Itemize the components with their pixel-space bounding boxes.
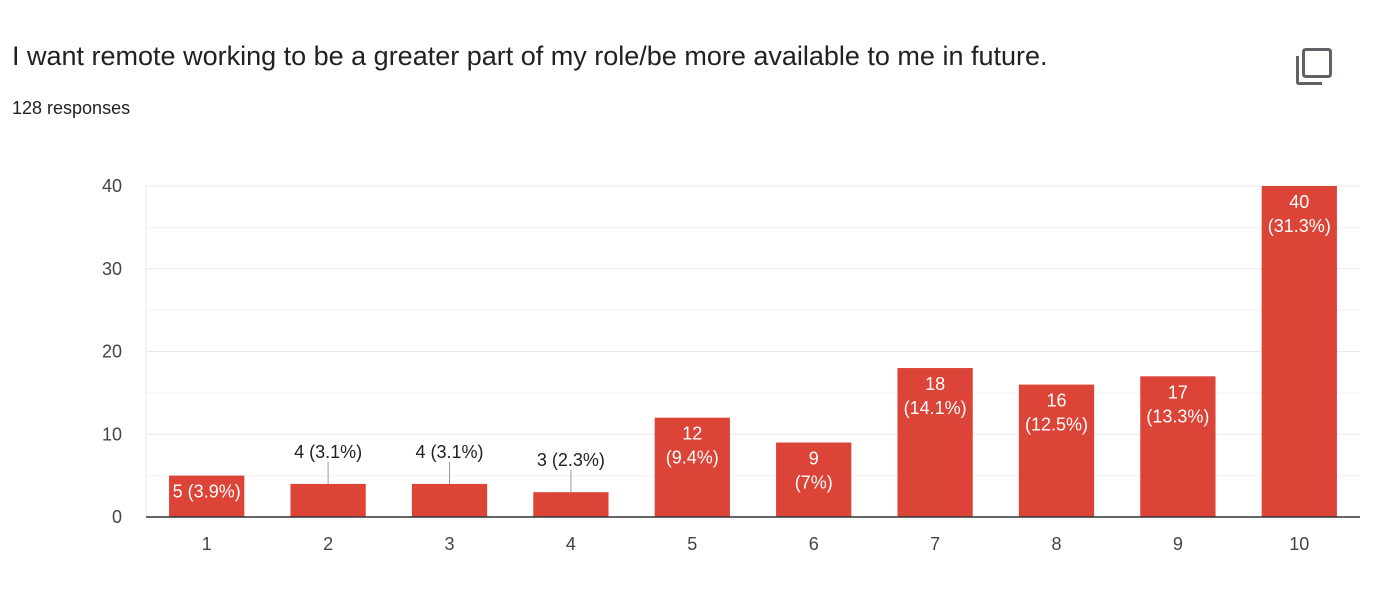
data-label: (14.1%) <box>904 398 967 418</box>
y-tick-label: 10 <box>102 424 122 444</box>
bar <box>411 483 488 517</box>
y-tick-label: 20 <box>102 342 122 362</box>
copy-icon <box>1290 38 1338 86</box>
bar <box>776 442 852 517</box>
data-label: 16 <box>1046 391 1066 411</box>
bar <box>533 492 609 517</box>
bar <box>1018 384 1095 517</box>
bar <box>897 368 973 517</box>
data-label: (9.4%) <box>666 448 719 468</box>
x-tick-label: 9 <box>1173 534 1183 554</box>
data-label: 5 (3.9%) <box>173 482 241 502</box>
data-label: 17 <box>1168 382 1188 402</box>
data-label: (13.3%) <box>1146 406 1209 426</box>
x-tick-label: 6 <box>809 534 819 554</box>
response-count: 128 responses <box>12 98 131 118</box>
x-tick-label: 10 <box>1289 534 1309 554</box>
y-tick-label: 40 <box>102 176 122 196</box>
x-tick-label: 5 <box>687 534 697 554</box>
bar <box>169 475 245 517</box>
y-tick-label: 30 <box>102 259 122 279</box>
x-tick-label: 8 <box>1051 534 1061 554</box>
bar <box>1140 376 1216 517</box>
x-tick-label: 1 <box>202 534 212 554</box>
data-label: 4 (3.1%) <box>294 442 362 462</box>
bar <box>290 483 366 517</box>
data-label: 9 <box>809 449 819 469</box>
y-tick-label: 0 <box>112 507 122 527</box>
x-tick-label: 7 <box>930 534 940 554</box>
data-label: 18 <box>925 374 945 394</box>
data-label: (12.5%) <box>1025 415 1088 435</box>
x-tick-label: 2 <box>323 534 333 554</box>
data-label: 12 <box>682 424 702 444</box>
x-tick-label: 4 <box>566 534 576 554</box>
data-label: 40 <box>1289 192 1309 212</box>
data-label: (7%) <box>795 473 833 493</box>
bar <box>654 417 730 517</box>
data-label: 3 (2.3%) <box>537 450 605 470</box>
bar <box>1261 186 1337 517</box>
copy-chart-button[interactable] <box>1290 38 1338 86</box>
data-label: 4 (3.1%) <box>415 442 483 462</box>
data-label: (31.3%) <box>1268 216 1331 236</box>
question-title: I want remote working to be a greater pa… <box>12 41 1048 71</box>
x-tick-label: 3 <box>444 534 454 554</box>
